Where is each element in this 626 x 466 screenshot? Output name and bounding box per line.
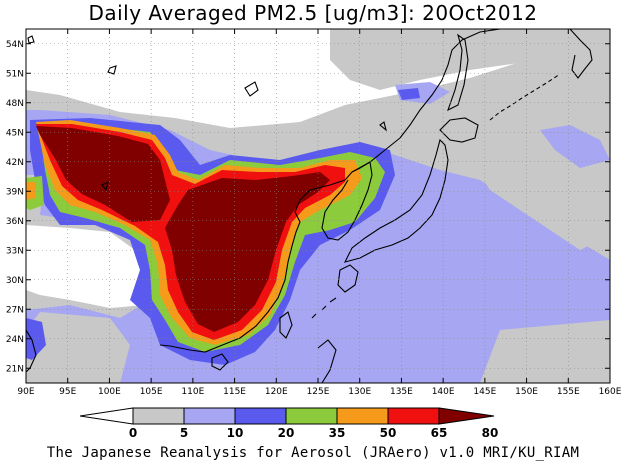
map-title: Daily Averaged PM2.5 [ug/m3]: 20Oct2012	[88, 1, 538, 25]
colorbar-label: 0	[129, 426, 137, 440]
colorbar-segment	[183, 407, 236, 425]
colorbar-segment	[234, 407, 287, 425]
lat-tick-label: 21N	[6, 364, 24, 374]
graticule	[26, 29, 610, 383]
field-level-10-pacific	[540, 125, 610, 168]
colorbar-segment	[79, 407, 134, 425]
lon-tick-label: 130E	[348, 387, 371, 397]
colorbar-segment	[336, 407, 389, 425]
lon-tick-label: 150E	[515, 387, 538, 397]
clean-area-west	[26, 225, 150, 308]
field-level-5-pacific	[470, 150, 600, 250]
lon-tick-label: 95E	[59, 387, 76, 397]
lon-tick-label: 90E	[17, 387, 34, 397]
lat-tick-label: 48N	[6, 99, 24, 109]
lon-tick-label: 115E	[223, 387, 246, 397]
lon-tick-label: 135E	[390, 387, 413, 397]
coastlines	[26, 29, 593, 383]
lat-tick-label: 30N	[6, 276, 24, 286]
field-level-20-sw	[26, 318, 46, 360]
colorbar-label: 5	[180, 426, 188, 440]
lat-tick-label: 33N	[6, 246, 24, 256]
lat-tick-label: 54N	[6, 40, 24, 50]
lon-tick-label: 120E	[265, 387, 288, 397]
lon-tick-label: 155E	[557, 387, 580, 397]
colorbar-segment	[285, 407, 338, 425]
colorbar-label: 65	[431, 426, 448, 440]
lon-tick-label: 140E	[432, 387, 455, 397]
lat-tick-label: 51N	[6, 69, 24, 79]
lon-tick-label: 105E	[140, 387, 163, 397]
field-level-5-south	[480, 320, 610, 383]
field-level-5-top	[330, 29, 610, 90]
lat-tick-label: 39N	[6, 187, 24, 197]
colorbar-segment	[438, 407, 495, 425]
field-level-20-ne	[398, 88, 420, 100]
axis-tick-labels: 90E 95E 100E 105E 110E 115E 120E 125E 130E 135E 14…	[6, 40, 622, 397]
lon-tick-label: 110E	[181, 387, 204, 397]
lon-tick-label: 160E	[599, 387, 622, 397]
colorbar: 0 5 10 20 35 50 65 80	[79, 407, 499, 440]
footer-caption: The Japanese Reanalysis for Aerosol (JRA…	[46, 445, 580, 461]
field-level-5-sw	[26, 312, 130, 383]
field-level-80	[36, 126, 170, 222]
colorbar-segment	[387, 407, 440, 425]
colorbar-label: 20	[278, 426, 295, 440]
colorbar-label: 50	[380, 426, 397, 440]
lon-tick-label: 125E	[307, 387, 330, 397]
colorbar-label: 80	[482, 426, 499, 440]
lon-tick-label: 145E	[473, 387, 496, 397]
lon-tick-label: 100E	[98, 387, 121, 397]
lat-tick-label: 27N	[6, 305, 24, 315]
colorbar-label: 10	[227, 426, 244, 440]
axis-ticks	[25, 29, 611, 383]
field-level-80-east	[165, 172, 330, 332]
lat-tick-label: 45N	[6, 128, 24, 138]
lat-tick-label: 24N	[6, 335, 24, 345]
lat-tick-label: 42N	[6, 158, 24, 168]
lat-tick-label: 36N	[6, 217, 24, 227]
colorbar-segment	[132, 407, 185, 425]
colorbar-label: 35	[329, 426, 346, 440]
